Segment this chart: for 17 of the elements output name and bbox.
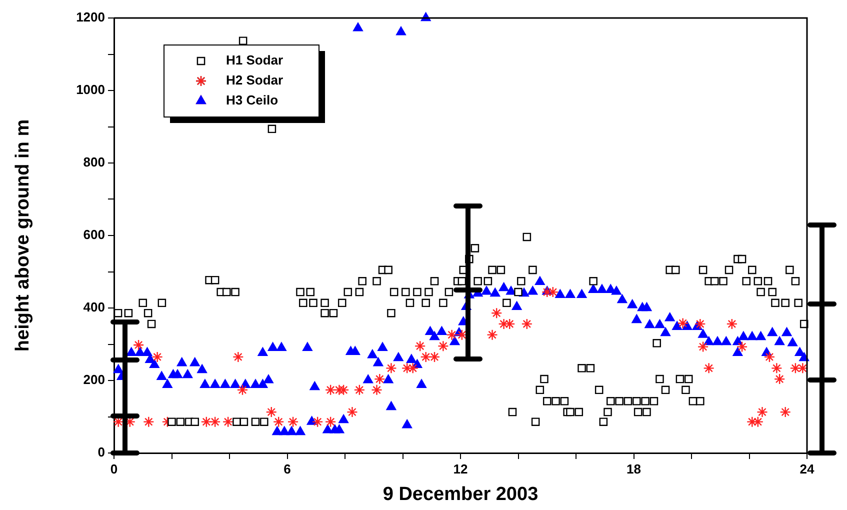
legend-label: H3 Ceilo [226, 92, 278, 108]
x-tick-label: 0 [110, 461, 118, 476]
x-tick-label: 12 [453, 461, 468, 476]
x-tick-label: 18 [626, 461, 641, 476]
legend-label: H1 Sodar [226, 52, 284, 68]
y-tick-label: 800 [83, 154, 105, 170]
x-tick-label: 6 [284, 461, 291, 476]
x-axis-title: 9 December 2003 [382, 484, 538, 505]
y-tick-label: 1200 [76, 10, 105, 25]
y-tick-label: 1000 [76, 82, 105, 98]
y-tick-label: 600 [83, 227, 105, 242]
legend-label: H2 Sodar [226, 72, 284, 88]
y-tick-label: 0 [98, 444, 105, 460]
y-tick-label: 200 [83, 372, 105, 388]
y-tick-label: 400 [83, 300, 105, 315]
x-tick-label: 24 [800, 461, 815, 476]
y-axis-title: height above ground in m [12, 119, 34, 352]
